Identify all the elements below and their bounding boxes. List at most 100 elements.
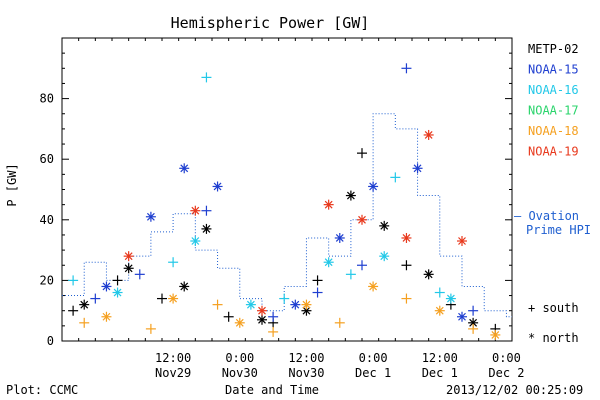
data-point-metp-02: [379, 220, 390, 231]
ovation-prime-hpi-line: [62, 113, 512, 318]
marker-stroke: [302, 306, 311, 315]
marker-stroke: [124, 264, 133, 273]
chart-title: Hemispheric Power [GW]: [171, 14, 370, 32]
data-point-metp-02: [257, 314, 267, 325]
data-point-noaa-18: [368, 281, 379, 292]
data-point-noaa-15: [179, 163, 190, 174]
plot-timestamp: 2013/12/02 00:25:09: [446, 383, 583, 397]
data-point-noaa-18: [101, 311, 112, 322]
marker-stroke: [491, 331, 500, 339]
data-point-noaa-19: [457, 236, 467, 247]
x-tick-label-date: Dec 2: [488, 366, 524, 380]
marker-stroke: [358, 215, 366, 224]
data-point-noaa-18: [468, 323, 479, 334]
x-tick-label-time: 0:00: [359, 351, 388, 365]
data-point-noaa-19: [357, 214, 367, 225]
data-point-noaa-16: [390, 172, 401, 183]
ovation-line-layer: [62, 113, 512, 318]
marker-stroke: [369, 182, 378, 191]
marker-stroke: [458, 237, 466, 245]
data-point-metp-02: [179, 281, 190, 292]
data-point-noaa-16: [201, 72, 212, 83]
legend-entry: METP-02: [528, 42, 579, 56]
plot-axes: 02040608012:00Nov290:00Nov3012:00Nov300:…: [40, 37, 525, 380]
marker-stroke: [113, 288, 122, 297]
marker-stroke: [335, 234, 344, 242]
data-point-metp-02: [79, 299, 90, 310]
marker-stroke: [124, 252, 133, 261]
data-point-noaa-15: [290, 299, 301, 310]
data-point-noaa-18: [301, 299, 312, 310]
y-tick-label: 20: [40, 273, 54, 287]
data-point-noaa-16: [168, 257, 179, 268]
data-point-metp-02: [423, 269, 434, 280]
legend-entry: NOAA-18: [528, 124, 579, 138]
data-point-metp-02: [123, 263, 134, 274]
data-point-noaa-16: [279, 293, 290, 304]
marker-stroke: [380, 221, 389, 230]
data-point-metp-02: [68, 305, 79, 316]
data-point-noaa-19: [123, 251, 134, 262]
marker-stroke: [324, 200, 333, 209]
x-axis-label: Date and Time: [225, 383, 319, 397]
marker-stroke: [102, 312, 111, 321]
marker-stroke: [258, 315, 266, 324]
data-point-noaa-16: [68, 275, 79, 286]
legend-entry: NOAA-15: [528, 63, 579, 77]
marker-stroke: [146, 212, 155, 221]
data-point-noaa-15: [468, 305, 479, 316]
data-point-noaa-18: [79, 317, 90, 328]
legend: METP-02 NOAA-15 NOAA-16 NOAA-17 NOAA-18 NOAA-…: [514, 42, 591, 345]
data-point-noaa-16: [379, 251, 390, 262]
data-point-noaa-19: [323, 199, 334, 210]
data-point-metp-02: [312, 275, 323, 286]
marker-stroke: [424, 270, 433, 279]
x-tick-label-date: Nov30: [222, 366, 258, 380]
legend-marker-south: + south: [528, 301, 579, 315]
marker-stroke: [180, 282, 189, 291]
data-point-noaa-15: [412, 163, 423, 174]
data-point-noaa-16: [445, 293, 456, 304]
data-point-noaa-15: [401, 63, 412, 74]
marker-stroke: [446, 294, 455, 303]
y-tick-label: 80: [40, 92, 54, 106]
data-point-noaa-15: [212, 181, 223, 192]
marker-stroke: [324, 258, 333, 267]
marker-stroke: [413, 164, 422, 173]
data-point-metp-02: [201, 223, 212, 234]
data-point-noaa-18: [212, 299, 223, 310]
data-point-metp-02: [357, 148, 367, 159]
marker-stroke: [102, 282, 111, 291]
data-point-noaa-18: [234, 317, 245, 328]
marker-stroke: [180, 164, 189, 173]
plot-credit: Plot: CCMC: [6, 383, 78, 397]
data-point-noaa-16: [434, 287, 445, 298]
data-point-noaa-15: [312, 287, 323, 298]
x-tick-label-date: Dec 1: [422, 366, 458, 380]
data-point-noaa-15: [368, 181, 379, 192]
x-tick-label-time: 12:00: [155, 351, 191, 365]
data-point-noaa-16: [112, 287, 123, 298]
legend-marker-north: * north: [528, 331, 579, 345]
legend-entry: NOAA-16: [528, 83, 579, 97]
data-point-noaa-15: [357, 260, 367, 271]
data-point-noaa-15: [145, 211, 156, 222]
data-point-metp-02: [345, 190, 356, 201]
data-point-noaa-15: [134, 269, 145, 280]
marker-stroke: [291, 300, 300, 309]
marker-stroke: [424, 131, 433, 139]
data-points-layer: [68, 63, 501, 340]
data-point-metp-02: [157, 293, 167, 304]
y-axis-label: P [GW]: [5, 163, 19, 206]
data-point-noaa-15: [90, 293, 101, 304]
marker-stroke: [191, 237, 200, 245]
data-point-noaa-18: [490, 329, 501, 340]
marker-stroke: [213, 182, 222, 191]
data-point-noaa-15: [334, 232, 345, 243]
marker-stroke: [246, 300, 255, 309]
data-point-noaa-19: [423, 129, 434, 140]
data-point-noaa-18: [168, 293, 179, 304]
legend-entry: NOAA-19: [528, 145, 579, 159]
data-point-noaa-16: [190, 236, 201, 247]
